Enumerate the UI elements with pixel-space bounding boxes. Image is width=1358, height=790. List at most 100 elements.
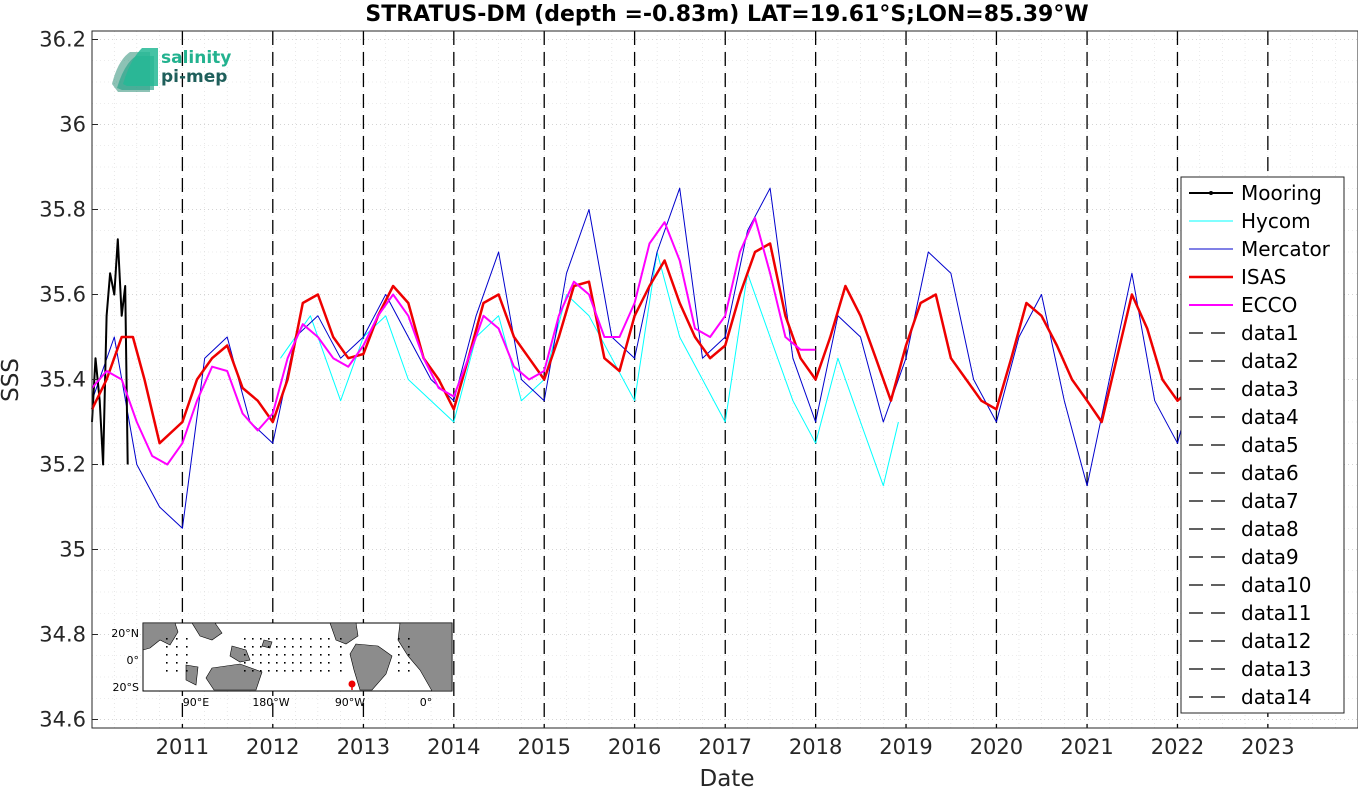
legend-label-data10: data10 (1241, 573, 1312, 597)
mooring-dot (166, 654, 168, 656)
mooring-dot (166, 662, 168, 664)
mooring-dot (268, 638, 270, 640)
mooring-dot (244, 654, 246, 656)
legend-label-hycom: Hycom (1241, 209, 1311, 233)
legend-label-data7: data7 (1241, 489, 1299, 513)
mooring-dot (328, 638, 330, 640)
mooring-dot (328, 654, 330, 656)
mooring-dot (408, 670, 410, 672)
mooring-dot (260, 646, 262, 648)
mooring-dot (320, 638, 322, 640)
logo-text-pi-mep: pi-mep (161, 67, 227, 87)
x-tick-label: 2015 (517, 735, 570, 759)
chart-title: STRATUS-DM (depth =-0.83m) LAT=19.61°S;L… (365, 2, 1088, 27)
mooring-dot (320, 654, 322, 656)
mooring-dot (276, 638, 278, 640)
mooring-dot (320, 662, 322, 664)
legend-label-data1: data1 (1241, 321, 1299, 345)
mooring-dot (252, 654, 254, 656)
y-tick-label: 34.8 (39, 623, 86, 647)
inset-y-label-0: 0° (127, 654, 140, 667)
inset-y-label-20s: 20°S (113, 681, 139, 694)
mooring-dot (260, 654, 262, 656)
x-tick-labels: 2011 2012 2013 2014 2015 2016 2017 2018 2019 2020… (156, 735, 1295, 759)
mooring-dot (340, 670, 342, 672)
mooring-dot (340, 646, 342, 648)
legend-label-isas: ISAS (1241, 265, 1286, 289)
inset-map: 20°N 0° 20°S 90°E 180°W 90°W 0° (111, 622, 453, 709)
mooring-dot (398, 662, 400, 664)
x-tick-label: 2020 (970, 735, 1023, 759)
mooring-dot (176, 646, 178, 648)
y-tick-label: 36.2 (39, 28, 86, 52)
mooring-dot (176, 654, 178, 656)
mooring-dot (268, 646, 270, 648)
logo-text-salinity: salinity (161, 48, 231, 68)
legend-marker-mooring (1209, 191, 1213, 195)
mooring-dot (300, 646, 302, 648)
mooring-dot (244, 670, 246, 672)
mooring-dot (408, 662, 410, 664)
y-tick-labels: 34.6 34.8 35 35.2 35.4 35.6 35.8 36 36.2 (39, 28, 98, 732)
mooring-dot (292, 646, 294, 648)
mooring-dot (310, 638, 312, 640)
mooring-dot (284, 662, 286, 664)
mooring-dot (398, 670, 400, 672)
mooring-dot (276, 654, 278, 656)
landmass-shapes (142, 622, 453, 692)
mooring-dot (310, 662, 312, 664)
legend-label-data4: data4 (1241, 405, 1299, 429)
mooring-dot (268, 670, 270, 672)
mooring-dot (328, 662, 330, 664)
x-tick-label: 2023 (1241, 735, 1294, 759)
legend-label-data6: data6 (1241, 461, 1299, 485)
mooring-dot (244, 638, 246, 640)
mooring-dot (340, 654, 342, 656)
wave-logo-icon (112, 48, 158, 92)
y-tick-label: 35.4 (39, 368, 86, 392)
mooring-dot (276, 646, 278, 648)
mooring-dot (310, 654, 312, 656)
mooring-dot (408, 646, 410, 648)
mooring-dot (408, 638, 410, 640)
legend-label-mooring: Mooring (1241, 181, 1322, 205)
mooring-dot (268, 662, 270, 664)
year-divider-lines (181, 31, 1269, 728)
mooring-dot (186, 638, 188, 640)
mooring-dot (260, 638, 262, 640)
mooring-dot (284, 646, 286, 648)
mooring-dot (252, 638, 254, 640)
mooring-dot (292, 638, 294, 640)
legend-label-data13: data13 (1241, 657, 1312, 681)
mooring-dot (398, 638, 400, 640)
inset-x-label-90e: 90°E (183, 696, 209, 709)
mooring-dot (284, 638, 286, 640)
mooring-dot (292, 670, 294, 672)
legend-label-data2: data2 (1241, 349, 1299, 373)
series-line-mooring (91, 238, 129, 466)
mooring-dot (268, 654, 270, 656)
inset-x-label-0: 0° (420, 696, 433, 709)
mooring-dot (166, 670, 168, 672)
mooring-dot (292, 662, 294, 664)
mooring-dot (300, 670, 302, 672)
mooring-dot (340, 662, 342, 664)
mooring-dot (284, 654, 286, 656)
inset-y-label-20n: 20°N (111, 627, 139, 640)
x-axis-label: Date (700, 766, 755, 790)
mooring-dot (252, 670, 254, 672)
series-line-isas (90, 242, 1217, 445)
mooring-dot (244, 646, 246, 648)
mooring-dot (398, 646, 400, 648)
x-tick-label: 2011 (156, 735, 209, 759)
mooring-dot (320, 670, 322, 672)
x-tick-label: 2012 (246, 735, 299, 759)
mooring-dot (320, 646, 322, 648)
mooring-dot (260, 662, 262, 664)
legend: Mooring Hycom Mercator ISAS ECCO data1 data2 da… (1180, 176, 1345, 714)
mooring-dot (276, 662, 278, 664)
mooring-dot (186, 646, 188, 648)
mooring-dot (244, 662, 246, 664)
legend-label-data14: data14 (1241, 685, 1312, 709)
